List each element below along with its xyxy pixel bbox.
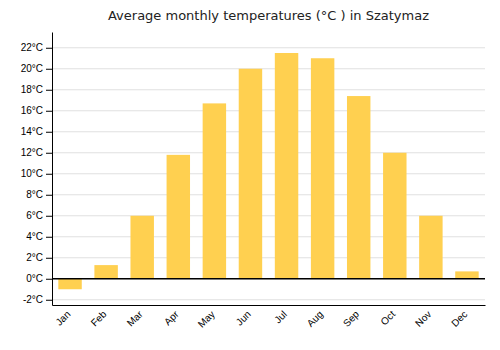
- y-tick-mark: [46, 111, 52, 112]
- grid-line: [52, 131, 485, 132]
- y-tick-label: 8°C: [26, 189, 43, 200]
- y-tick-label: 18°C: [21, 84, 43, 95]
- bar: [203, 103, 226, 278]
- x-tick: Jan: [53, 305, 72, 328]
- y-tick: 0°C: [26, 273, 52, 284]
- y-tick-label: 0°C: [26, 273, 43, 284]
- x-tick: Mar: [125, 305, 145, 328]
- y-tick-mark: [46, 69, 52, 70]
- y-tick-label: 2°C: [26, 252, 43, 263]
- x-axis-line: [53, 305, 486, 306]
- zero-line: [52, 278, 485, 280]
- x-tick: Aug: [305, 305, 325, 329]
- y-tick-label: 22°C: [21, 42, 43, 53]
- y-tick-label: 14°C: [21, 126, 43, 137]
- grid-line: [52, 68, 485, 69]
- y-tick: 20°C: [21, 63, 52, 74]
- y-tick-mark: [46, 300, 52, 301]
- y-tick-mark: [46, 48, 52, 49]
- x-tick: Apr: [162, 305, 181, 327]
- bar: [419, 216, 442, 279]
- bar: [94, 265, 117, 279]
- y-tick-label: 10°C: [21, 168, 43, 179]
- y-axis: -2°C 0°C 2°C 4°C 6°C 8°C 10°C 12°C 14°C 16°C 18°C 2…: [21, 33, 53, 306]
- title: Average monthly temperatures (°C ) in Sz…: [108, 8, 429, 23]
- x-tick: Feb: [89, 305, 109, 328]
- y-tick: -2°C: [23, 294, 52, 305]
- bar: [455, 271, 478, 278]
- bar: [239, 69, 262, 279]
- y-axis-line: [52, 33, 53, 306]
- chart: -2°C 0°C 2°C 4°C 6°C 8°C 10°C 12°C 14°C 16°C 18°C 2…: [0, 0, 500, 350]
- x-tick: Nov: [413, 305, 433, 329]
- y-tick: 14°C: [21, 126, 52, 137]
- grid-line: [52, 194, 485, 195]
- grid-line: [52, 299, 485, 300]
- x-tick: Jul: [272, 305, 289, 325]
- x-axis: Jan Feb Mar Apr May Jun Jul Aug Sep Oct Nov Dec: [53, 305, 486, 330]
- x-tick-label: Apr: [162, 308, 181, 327]
- x-tick-label: Feb: [89, 308, 109, 328]
- y-tick: 4°C: [26, 231, 52, 242]
- x-tick: May: [196, 305, 217, 330]
- y-tick: 16°C: [21, 105, 52, 116]
- grid-line: [52, 173, 485, 174]
- bar: [275, 53, 298, 279]
- bar: [58, 279, 81, 290]
- x-tick: Sep: [341, 305, 362, 329]
- y-tick-mark: [46, 90, 52, 91]
- x-tick-label: Oct: [378, 308, 397, 327]
- y-tick: 10°C: [21, 168, 52, 179]
- y-tick-mark: [46, 132, 52, 133]
- bar: [347, 96, 370, 279]
- x-tick-label: Aug: [305, 309, 325, 329]
- y-tick-label: 6°C: [26, 210, 43, 221]
- y-tick-mark: [46, 237, 52, 238]
- x-tick-label: Jul: [272, 309, 289, 326]
- y-tick-label: 12°C: [21, 147, 43, 158]
- x-tick-label: May: [196, 309, 217, 330]
- y-tick-mark: [46, 174, 52, 175]
- grid-line: [52, 47, 485, 48]
- grid-line: [52, 89, 485, 90]
- bar: [167, 155, 190, 279]
- y-tick: 8°C: [26, 189, 52, 200]
- x-tick-label: Jan: [53, 309, 72, 328]
- bar: [130, 216, 153, 279]
- y-tick-mark: [46, 195, 52, 196]
- bar: [383, 153, 406, 279]
- bar: [311, 58, 334, 279]
- x-tick-label: Mar: [125, 308, 145, 328]
- x-tick: Jun: [234, 305, 253, 328]
- y-tick-mark: [46, 153, 52, 154]
- y-tick-mark: [46, 258, 52, 259]
- y-tick-label: 20°C: [21, 63, 43, 74]
- y-tick-mark: [46, 279, 52, 280]
- y-tick-label: 16°C: [21, 105, 43, 116]
- y-tick: 12°C: [21, 147, 52, 158]
- y-tick: 22°C: [21, 42, 52, 53]
- y-tick-label: -2°C: [23, 294, 43, 305]
- bars: [58, 53, 478, 289]
- y-tick: 2°C: [26, 252, 52, 263]
- y-tick-mark: [46, 216, 52, 217]
- y-tick-label: 4°C: [26, 231, 43, 242]
- y-tick: 6°C: [26, 210, 52, 221]
- grid-line: [52, 110, 485, 111]
- grid-line: [52, 152, 485, 153]
- grid-line: [52, 278, 485, 279]
- y-tick: 18°C: [21, 84, 52, 95]
- x-tick-label: Jun: [234, 309, 253, 328]
- plot: -2°C 0°C 2°C 4°C 6°C 8°C 10°C 12°C 14°C 16°C 18°C 2…: [21, 33, 486, 330]
- x-tick-label: Dec: [449, 309, 469, 329]
- grid: [52, 48, 485, 300]
- x-tick: Dec: [449, 305, 469, 329]
- x-tick-label: Nov: [413, 309, 433, 329]
- x-tick-label: Sep: [341, 308, 362, 329]
- x-tick: Oct: [378, 305, 397, 327]
